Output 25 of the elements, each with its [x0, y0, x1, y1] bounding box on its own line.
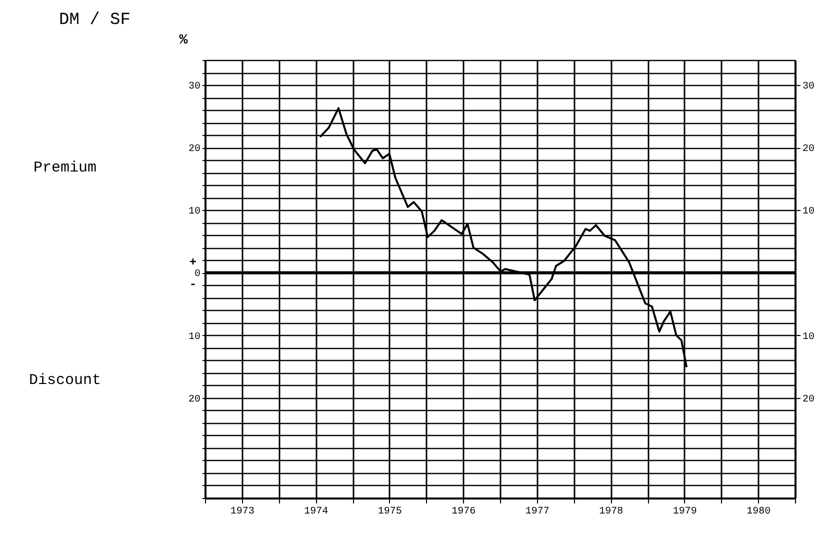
y-axis-title: %: [179, 32, 188, 48]
x-tick-label: 1976: [452, 506, 476, 518]
text: +: [189, 256, 197, 270]
text: Discount: [28, 372, 102, 390]
y-tick-label: 20: [188, 144, 200, 156]
chart-title: DM / SF: [58, 11, 130, 30]
y2-tick-label: 20: [802, 144, 815, 156]
text: Premium: [33, 159, 97, 176]
y2-tick-label: 30: [802, 82, 815, 93]
x-tick-label: 1974: [304, 506, 328, 518]
x-tick-label: 1980: [746, 506, 771, 518]
x-tick-label: 1977: [525, 506, 550, 518]
y-tick-label: 30: [188, 82, 200, 93]
y2-tick-label: 20: [802, 394, 815, 406]
text: -: [189, 278, 197, 292]
x-tick-label: 1973: [230, 506, 254, 518]
x-tick-label: 1979: [672, 506, 697, 518]
y2-tick-label: 10: [802, 206, 815, 218]
y-tick-label: 0: [194, 269, 200, 280]
y-tick-label: 10: [188, 206, 200, 218]
y2-tick-label: 10: [802, 332, 815, 343]
y-tick-label: 10: [188, 332, 200, 343]
y-tick-label: 20: [188, 394, 200, 406]
x-tick-label: 1978: [599, 506, 624, 518]
x-tick-label: 1975: [378, 506, 402, 518]
